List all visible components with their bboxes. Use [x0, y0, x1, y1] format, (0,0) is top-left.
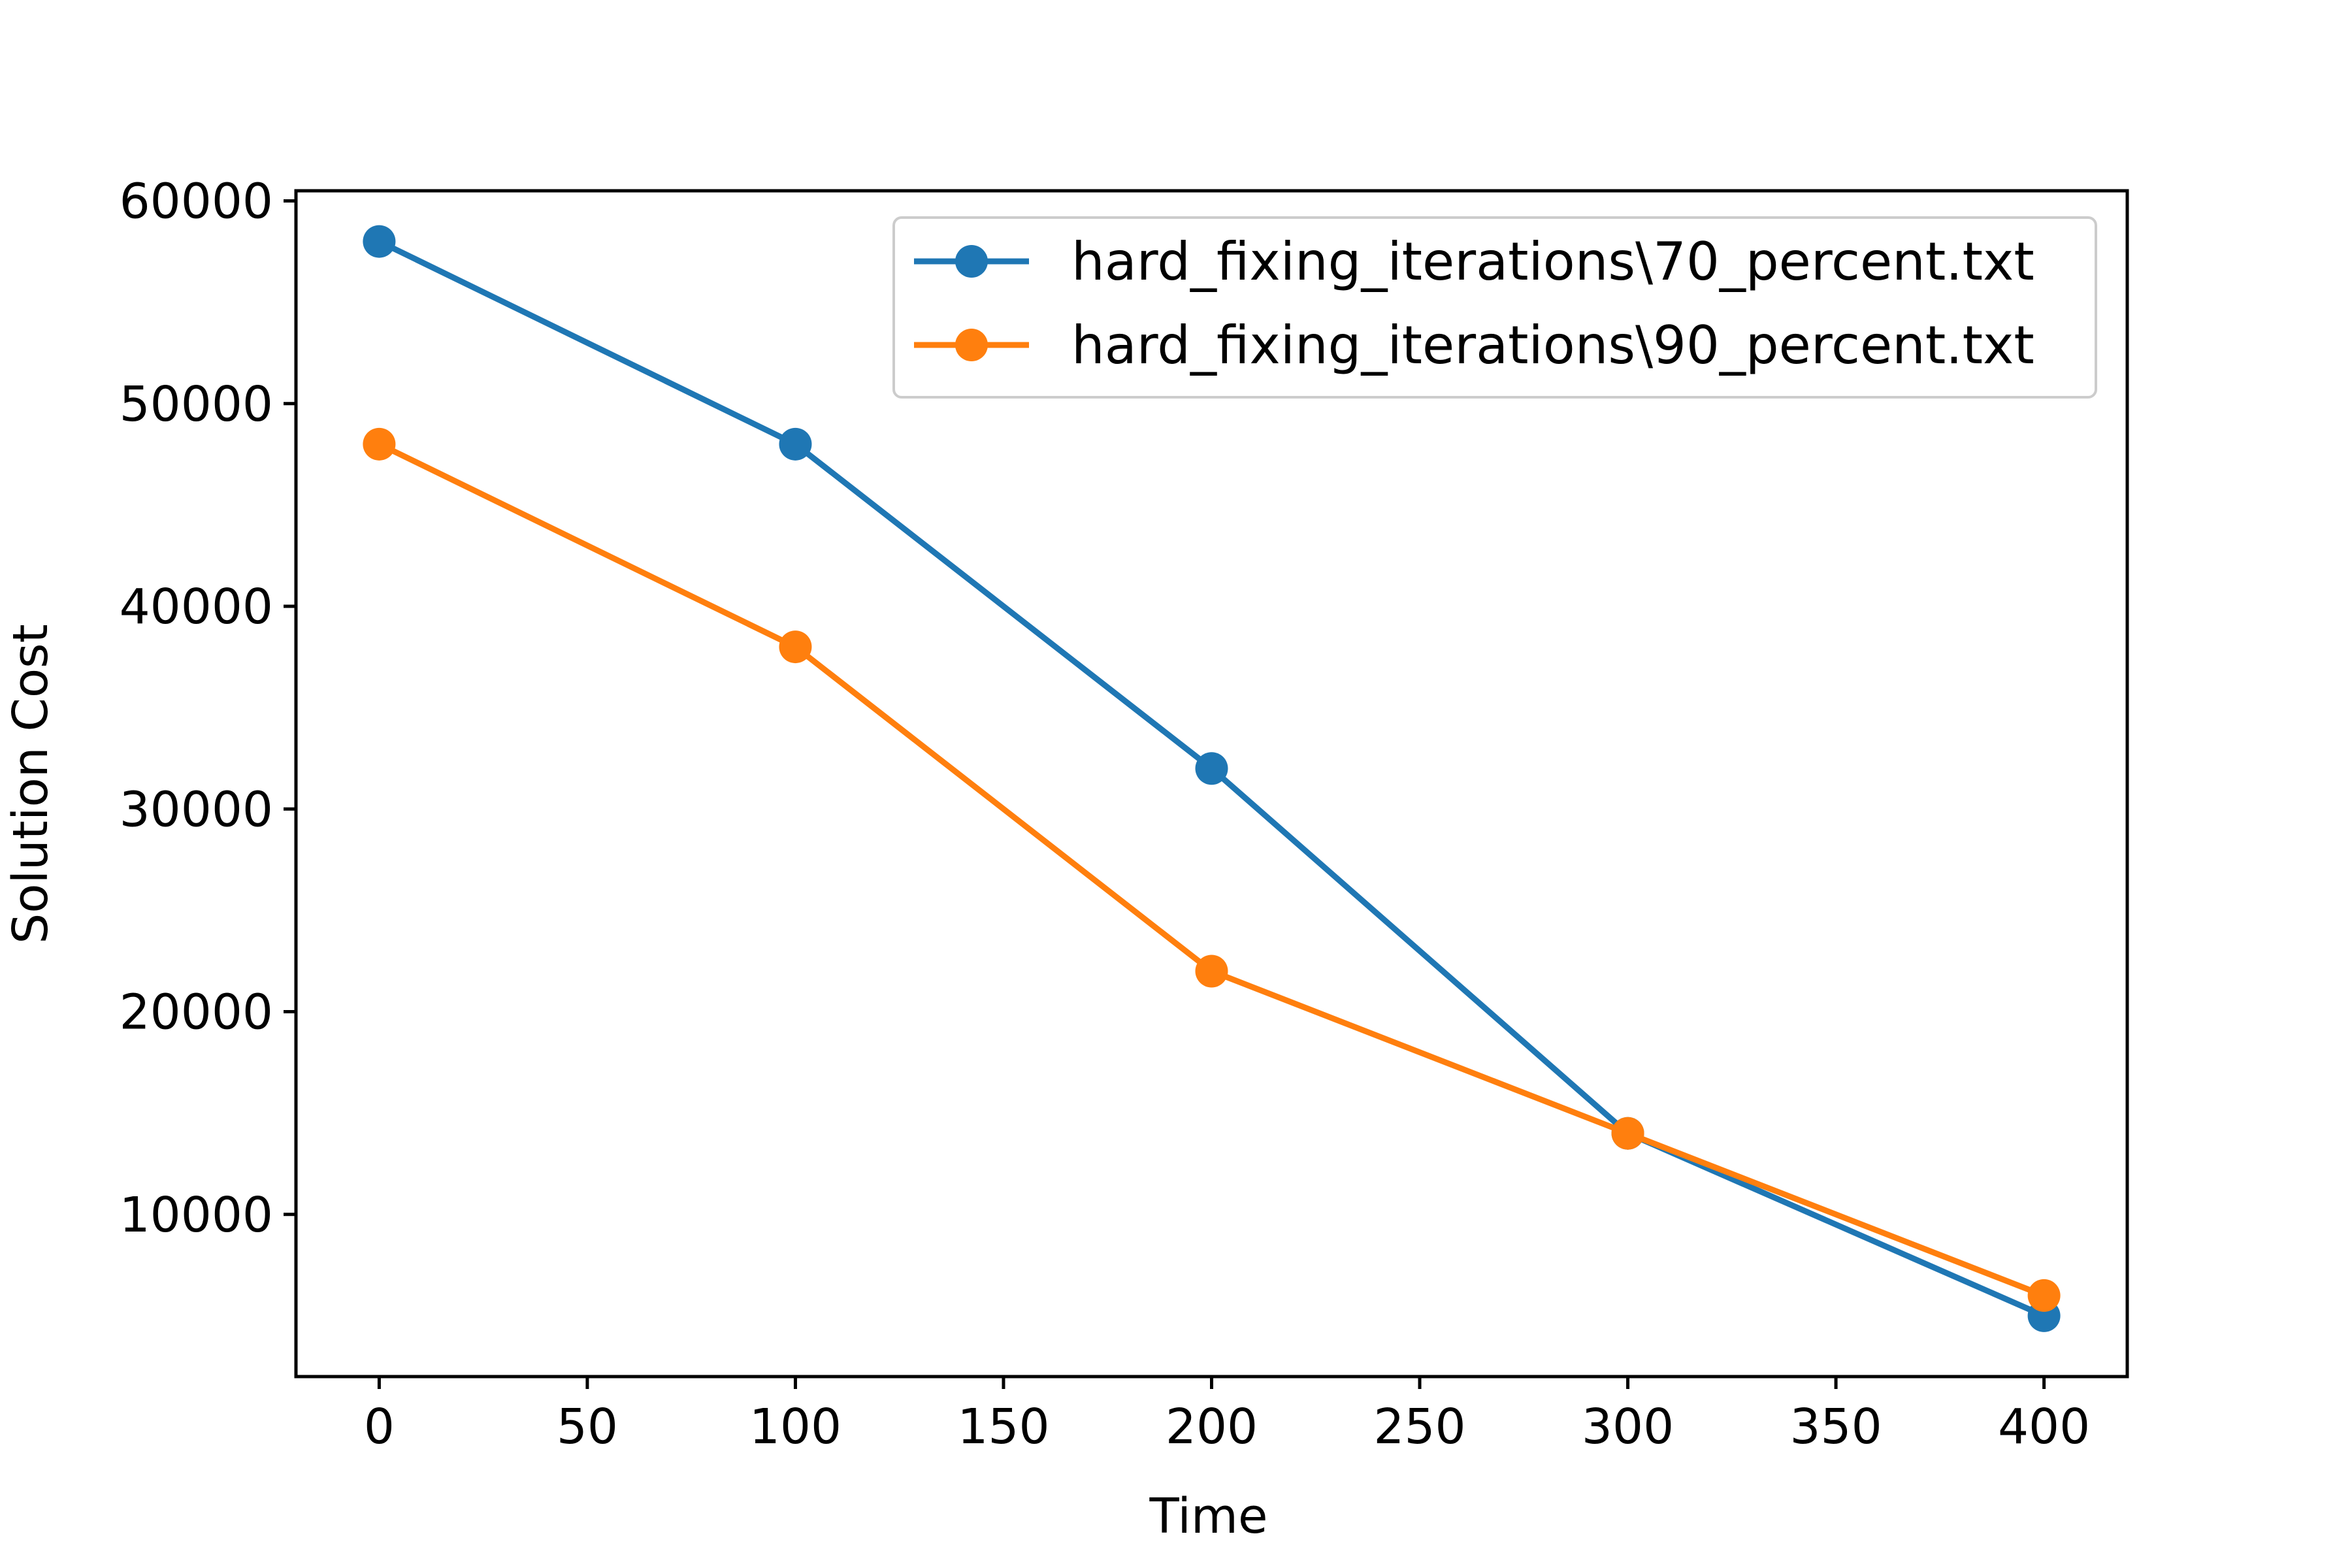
legend-box [892, 216, 2097, 399]
legend-label: hard_fixing_iterations\70_percent.txt [1071, 231, 2034, 292]
legend-entry-1: hard_fixing_iterations\70_percent.txt [914, 231, 2034, 292]
y-axis-label: Solution Cost [3, 624, 59, 944]
x-tick-label: 150 [957, 1399, 1049, 1455]
ticks-layer: 0 50 100 150 200 250 300 350 400 10000 20000 30000 4… [120, 174, 2091, 1455]
y-tick-label: 60000 [120, 174, 273, 230]
series-2 [363, 427, 2061, 1312]
x-tick-label: 300 [1582, 1399, 1674, 1455]
series-2-point [2027, 1279, 2061, 1312]
x-tick-label: 100 [749, 1399, 841, 1455]
series-1-point [779, 427, 812, 461]
series-2-point [363, 427, 396, 461]
series-2-point [1611, 1117, 1644, 1150]
legend-entries: hard_fixing_iterations\70_percent.txthar… [914, 231, 2034, 376]
x-tick-label: 350 [1789, 1399, 1882, 1455]
y-tick-label: 50000 [120, 376, 273, 433]
legend: hard_fixing_iterations\70_percent.txthar… [892, 216, 2097, 399]
y-tick-label: 30000 [120, 781, 273, 838]
x-axis-label: Time [1149, 1488, 1267, 1544]
x-tick-label: 50 [557, 1399, 618, 1455]
series-2-point [1195, 955, 1228, 988]
legend-entry-2: hard_fixing_iterations\90_percent.txt [914, 315, 2034, 376]
y-tick-label: 10000 [120, 1187, 273, 1243]
series-2-point [779, 630, 812, 664]
legend-marker [955, 329, 988, 361]
series-1-point [1195, 752, 1228, 785]
x-tick-label: 250 [1373, 1399, 1465, 1455]
x-tick-label: 0 [364, 1399, 395, 1455]
y-tick-label: 40000 [120, 579, 273, 635]
y-tick-label: 20000 [120, 985, 273, 1041]
legend-label: hard_fixing_iterations\90_percent.txt [1071, 315, 2034, 376]
x-tick-label: 400 [1998, 1399, 2090, 1455]
series-1-point [363, 225, 396, 258]
x-tick-label: 200 [1166, 1399, 1258, 1455]
legend-marker [955, 245, 988, 278]
series-layer [363, 225, 2061, 1332]
